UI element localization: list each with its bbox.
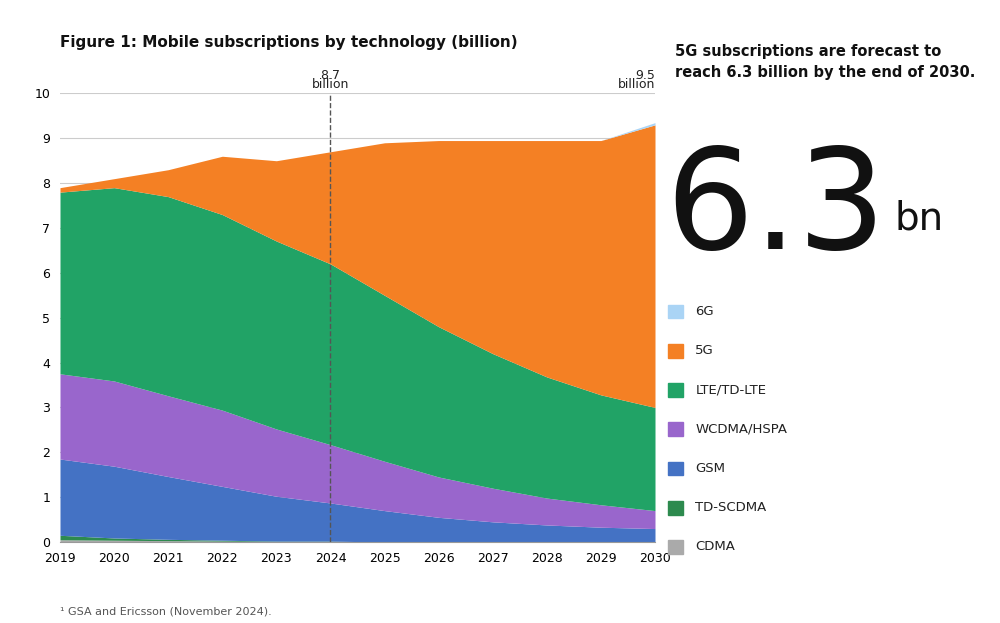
Text: 5G: 5G [695,345,714,357]
Text: billion: billion [618,78,655,91]
Text: Figure 1: Mobile subscriptions by technology (billion): Figure 1: Mobile subscriptions by techno… [60,35,518,50]
Text: GSM: GSM [695,462,725,475]
Text: ¹ GSA and Ericsson (November 2024).: ¹ GSA and Ericsson (November 2024). [60,607,272,617]
Text: billion: billion [312,78,349,91]
Text: CDMA: CDMA [695,541,735,553]
Text: TD-SCDMA: TD-SCDMA [695,502,767,514]
Text: 9.5: 9.5 [635,69,655,82]
Text: 6.3: 6.3 [665,143,886,278]
Text: 5G subscriptions are forecast to
reach 6.3 billion by the end of 2030.: 5G subscriptions are forecast to reach 6… [675,44,975,80]
Text: LTE/TD-LTE: LTE/TD-LTE [695,384,766,396]
Text: bn: bn [895,199,944,237]
Text: WCDMA/HSPA: WCDMA/HSPA [695,423,787,435]
Text: 8.7: 8.7 [320,69,340,82]
Text: 6G: 6G [695,305,714,318]
